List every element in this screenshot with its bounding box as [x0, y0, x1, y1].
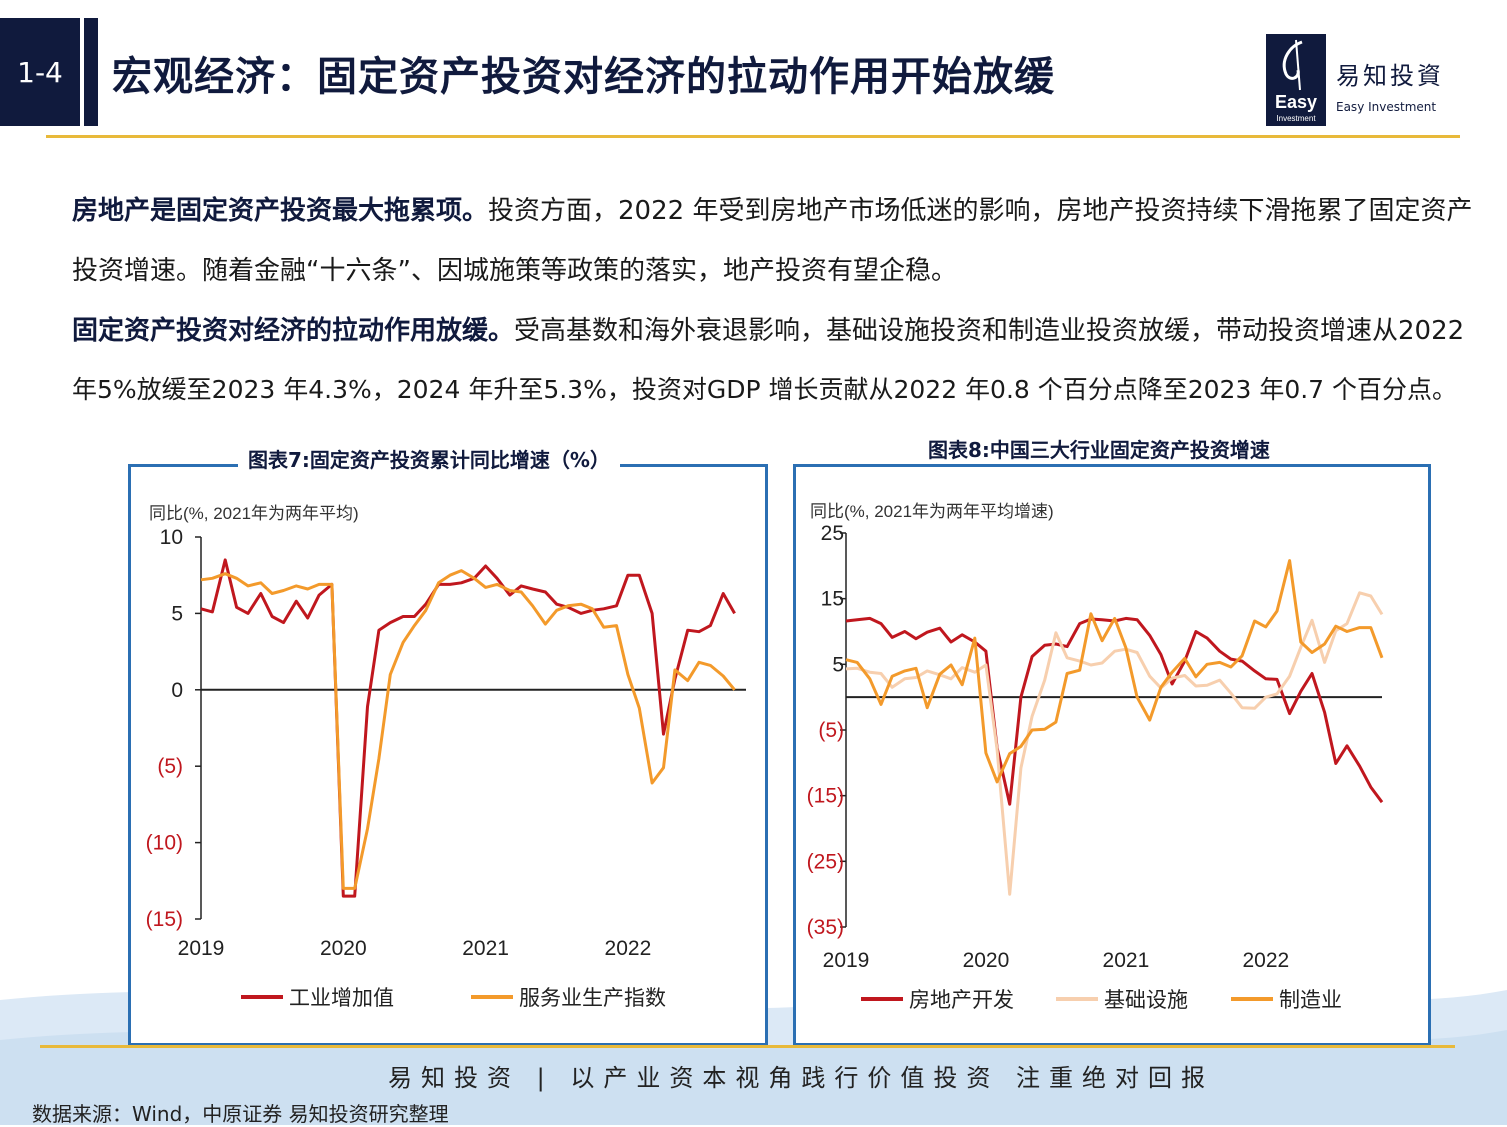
chart-8-legend-label-3: 制造业 — [1279, 989, 1342, 1012]
chart-8-y-tick-label: (15) — [807, 785, 844, 808]
chart-7-series-line-2 — [200, 569, 736, 890]
chart-8-x-tick-label: 2019 — [823, 949, 870, 972]
chart-7-x-tick-label: 2020 — [320, 937, 367, 960]
chart-7-y-tick-label: 0 — [171, 679, 183, 702]
chart-8-series-line-3 — [845, 559, 1384, 784]
paragraph-1-line-1: 房地产是固定资产投资最大拖累项。投资方面，2022 年受到房地产市场低迷的影响，… — [72, 190, 1472, 227]
chart-7-legend-label-2: 服务业生产指数 — [519, 987, 666, 1010]
data-source-note: 数据来源：Wind，中原证券 易知投资研究整理 — [32, 1102, 449, 1126]
chart-7-y-tick-label: 10 — [160, 526, 183, 549]
chart-7-x-tick-label: 2021 — [462, 937, 509, 960]
chart-8-y-tick-label: (5) — [818, 719, 844, 742]
paragraph-2-line-1: 固定资产投资对经济的拉动作用放缓。受高基数和海外衰退影响，基础设施投资和制造业投… — [72, 310, 1464, 347]
logo-english-name: Easy Investment — [1336, 100, 1437, 114]
header-divider — [46, 135, 1460, 138]
chart-8-y-axis-label: 同比(%, 2021年为两年平均增速) — [810, 502, 1054, 521]
chart-8-y-tick-label: 15 — [821, 588, 844, 611]
chart-7-frame: 同比(%, 2021年为两年平均) 10 5 0 (5) (10) (15) 2019 2020… — [128, 464, 768, 1046]
chart-8-y-tick-label: 5 — [832, 653, 844, 676]
footer-slogan: 易知投资 | 以产业资本视角践行价值投资 注重绝对回报 — [388, 1064, 1214, 1092]
paragraph-2-line-2: 年5%放缓至2023 年4.3%，2024 年升至5.3%，投资对GDP 增长贡… — [72, 375, 1458, 404]
chart-7-svg: 同比(%, 2021年为两年平均) 10 5 0 (5) (10) (15) 2019 2020… — [146, 504, 746, 1010]
chart-7-y-tick-label: (15) — [146, 908, 183, 931]
chart-8-y-tick-label: (35) — [807, 916, 844, 939]
chart-8-legend-label-1: 房地产开发 — [909, 989, 1014, 1012]
chart-8-x-tick-label: 2020 — [963, 949, 1010, 972]
footer-divider — [40, 1045, 1455, 1048]
page-title: 宏观经济：固定资产投资对经济的拉动作用开始放缓 — [112, 54, 1055, 100]
company-logo: Easy Investment 易知投資 Easy Investment — [1266, 34, 1446, 128]
paragraph-1-text: 投资方面，2022 年受到房地产市场低迷的影响，房地产投资持续下滑拖累了固定资产 — [488, 196, 1473, 226]
logo-mark: Easy Investment — [1266, 34, 1326, 126]
section-bar-decoration — [84, 18, 98, 126]
paragraph-2-text: 受高基数和海外衰退影响，基础设施投资和制造业投资放缓，带动投资增速从2022 — [514, 316, 1465, 346]
chart-8-y-tick-label: (25) — [807, 850, 844, 873]
logo-chinese-name: 易知投資 — [1336, 62, 1444, 90]
chart-8-x-tick-label: 2022 — [1242, 949, 1289, 972]
section-number: 1-4 — [0, 18, 80, 126]
logo-mark-subtext: Investment — [1276, 114, 1316, 123]
chart-8-x-tick-label: 2021 — [1103, 949, 1150, 972]
chart-7-x-tick-label: 2022 — [605, 937, 652, 960]
chart-7-y-tick-label: (5) — [157, 755, 183, 778]
chart-7-legend-label-1: 工业增加值 — [289, 987, 394, 1010]
chart-8-frame: 同比(%, 2021年为两年平均增速) 25 15 5 (5) (15) (25) (35) 2… — [793, 464, 1431, 1046]
chart-8-svg: 同比(%, 2021年为两年平均增速)25 15 5 (5) (15) (25) (35) 2… — [807, 502, 1384, 1012]
chart-8-legend-label-2: 基础设施 — [1104, 989, 1188, 1012]
chart-7-y-tick-label: 5 — [171, 602, 183, 625]
chart-7-series-line-1 — [200, 558, 736, 898]
logo-mark-text: Easy — [1275, 92, 1317, 112]
paragraph-1-heading: 房地产是固定资产投资最大拖累项。 — [72, 196, 489, 226]
chart-7-x-tick-label: 2019 — [178, 937, 225, 960]
chart-8-title: 图表8:中国三大行业固定资产投资增速 — [918, 434, 1280, 463]
chart-7-title: 图表7:固定资产投资累计同比增速（%） — [238, 444, 620, 473]
chart-7-y-tick-label: (10) — [146, 832, 183, 855]
chart-8-series-line-2 — [845, 591, 1384, 896]
chart-8-y-tick-label: 25 — [821, 522, 844, 545]
paragraph-2-heading: 固定资产投资对经济的拉动作用放缓。 — [72, 316, 515, 346]
paragraph-1-line-2: 投资增速。随着金融“十六条”、因城施策等政策的落实，地产投资有望企稳。 — [72, 256, 957, 286]
chart-7-y-axis-label: 同比(%, 2021年为两年平均) — [149, 504, 359, 523]
